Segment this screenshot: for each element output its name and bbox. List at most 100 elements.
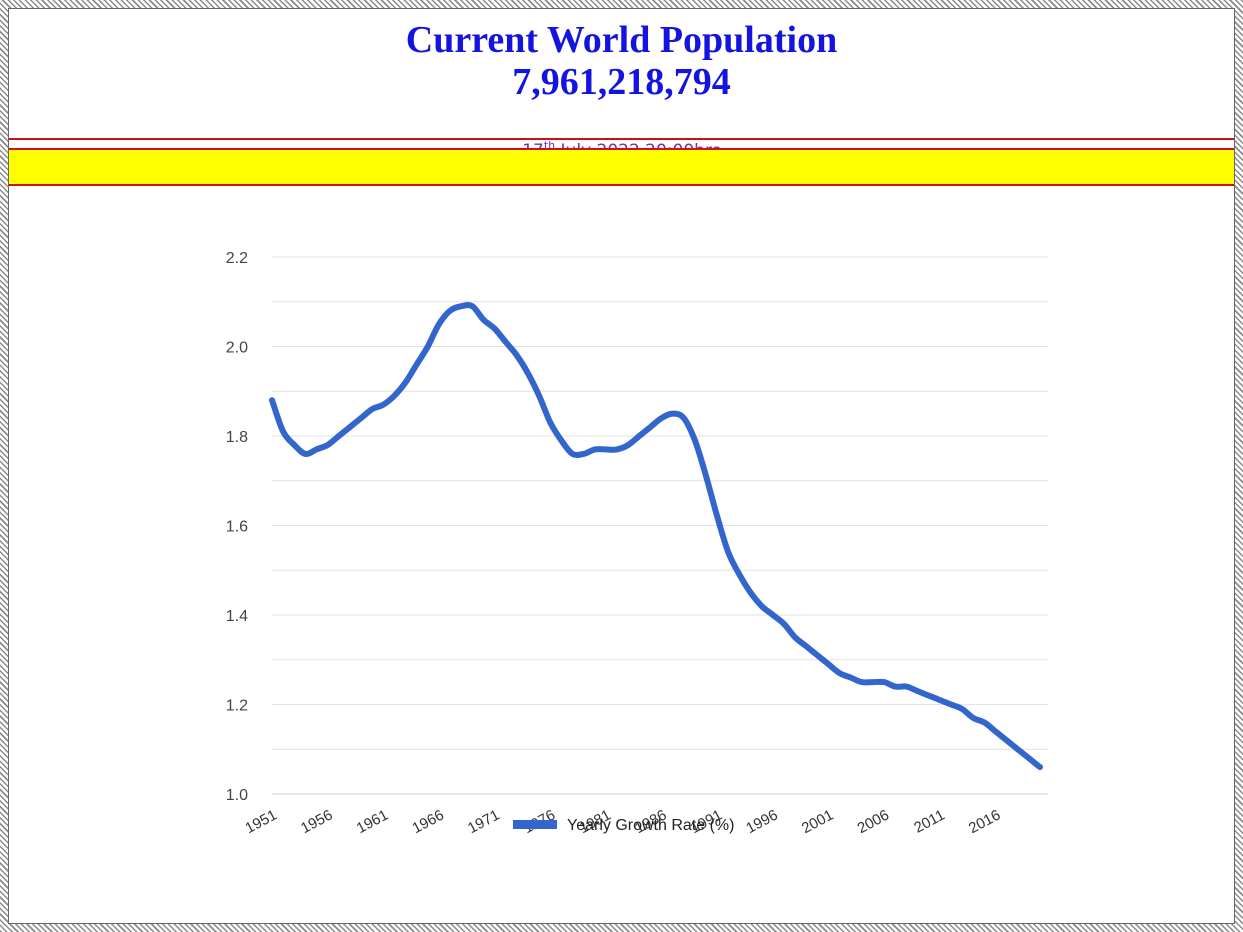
data-point: [583, 453, 585, 455]
data-point: [1028, 757, 1030, 759]
y-tick-label: 1.8: [226, 429, 248, 446]
legend-swatch: [513, 820, 557, 829]
data-point: [805, 645, 807, 647]
data-point: [427, 346, 429, 347]
x-tick-label: 2016: [966, 807, 1003, 838]
data-point: [783, 623, 785, 625]
data-point: [727, 551, 729, 553]
data-point: [705, 475, 707, 477]
data-point: [716, 516, 718, 517]
data-point: [594, 448, 596, 450]
data-point: [928, 695, 930, 697]
data-point: [694, 440, 696, 441]
data-point: [961, 708, 963, 710]
x-tick-label: 1961: [354, 807, 391, 838]
data-point: [527, 372, 529, 374]
data-point: [483, 319, 484, 321]
data-point: [471, 305, 473, 307]
data-point: [861, 681, 863, 683]
data-point: [494, 328, 496, 330]
page-title: Current World Population: [405, 19, 838, 61]
data-point: [939, 699, 941, 701]
data-point: [1017, 748, 1019, 750]
data-point: [538, 395, 540, 397]
x-tick-label: 1971: [465, 807, 502, 838]
data-point: [661, 417, 663, 419]
data-point: [416, 363, 418, 365]
data-point: [894, 686, 896, 688]
data-point: [917, 690, 919, 692]
data-point: [972, 717, 974, 719]
data-point: [572, 453, 573, 455]
data-point: [338, 435, 340, 437]
header: Current World Population 7,961,218,794 1…: [9, 9, 1234, 187]
data-point: [560, 440, 562, 441]
data-point: [850, 677, 852, 679]
data-point: [816, 654, 818, 656]
x-tick-label: 2011: [911, 807, 947, 837]
data-point: [282, 431, 284, 432]
data-point: [271, 399, 273, 401]
data-point: [371, 408, 373, 410]
data-point: [839, 672, 841, 674]
x-tick-label: 1956: [298, 807, 335, 838]
data-point: [883, 681, 885, 683]
data-point: [638, 435, 640, 437]
y-tick-label: 1.4: [226, 608, 248, 625]
y-tick-label: 2.0: [226, 340, 248, 357]
y-tick-label: 2.2: [226, 250, 248, 267]
data-point: [304, 453, 306, 455]
data-point: [950, 704, 952, 705]
data-point: [627, 444, 629, 446]
data-point: [605, 448, 607, 450]
x-tick-label: 1951: [242, 807, 279, 838]
series-layer: [269, 302, 1043, 771]
population-counter: 7,961,218,794: [512, 61, 731, 103]
data-point: [772, 614, 774, 616]
data-point: [872, 681, 874, 683]
series-line: [269, 302, 1043, 771]
data-point: [549, 422, 551, 424]
x-tick-label: 1966: [409, 807, 446, 838]
data-point: [505, 341, 507, 343]
data-point: [516, 355, 518, 356]
x-tick-label: 1996: [743, 807, 780, 838]
y-tick-label: 1.2: [226, 698, 248, 715]
data-point: [683, 417, 685, 419]
data-point: [649, 426, 651, 428]
data-point: [405, 381, 407, 383]
header-divider: [9, 138, 1234, 140]
data-point: [995, 730, 996, 732]
legend: Yearly Growth Rate (%): [513, 817, 734, 834]
data-point: [1039, 766, 1041, 768]
data-point: [616, 448, 618, 450]
x-tick-label: 2006: [855, 807, 892, 838]
data-point: [293, 444, 295, 446]
data-point: [672, 413, 674, 415]
data-point: [316, 448, 317, 450]
data-point: [438, 323, 440, 325]
y-tick-label: 1.0: [226, 787, 248, 804]
data-point: [905, 686, 907, 688]
legend-label: Yearly Growth Rate (%): [567, 817, 734, 834]
y-tick-label: 1.6: [226, 519, 248, 536]
data-point: [983, 721, 985, 723]
data-point: [761, 605, 763, 607]
timestamp-day-suffix: th: [543, 139, 556, 152]
data-point: [1006, 739, 1008, 741]
data-point: [739, 574, 740, 576]
data-point: [382, 404, 384, 406]
highlight-band: [9, 148, 1234, 186]
data-point: [750, 592, 752, 594]
x-tick-label: 2001: [799, 807, 836, 838]
data-point: [393, 395, 395, 397]
data-point: [349, 426, 351, 428]
data-point: [828, 663, 829, 665]
data-point: [360, 417, 362, 419]
data-point: [460, 305, 462, 307]
data-point: [327, 444, 329, 446]
content-panel: Current World Population 7,961,218,794 1…: [8, 8, 1235, 924]
y-axis-ticks: 1.0 1.2 1.4 1.6 1.8 2.0 2.2: [226, 250, 248, 804]
